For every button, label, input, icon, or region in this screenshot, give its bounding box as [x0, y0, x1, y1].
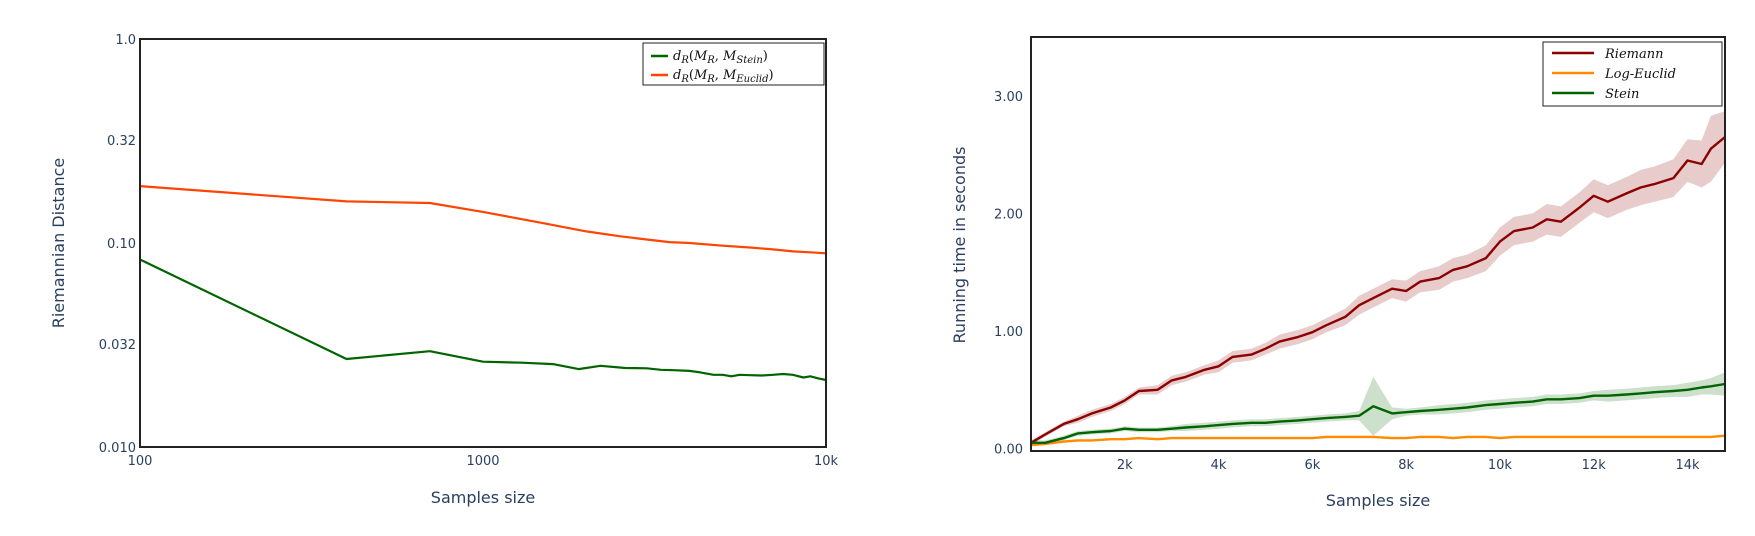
distance-y-axis-title: Riemannian Distance — [49, 158, 68, 329]
legend-label-log-euclid: Log-Euclid — [1604, 67, 1676, 82]
distance-series-line-euclid — [139, 185, 827, 255]
runtime-x-axis-title: Samples size — [1326, 491, 1430, 510]
distance-y-tick-label: 1.0 — [115, 33, 136, 48]
distance-plot-frame — [139, 38, 827, 448]
runtime-y-tick-label: 1.00 — [994, 325, 1023, 340]
runtime-chart: 2k 4k 6k 8k 10k 12k 14k 0.00 1.00 2.00 3.00 Sampl… — [950, 36, 1726, 510]
runtime-x-tick-label: 10k — [1488, 458, 1513, 473]
distance-x-tick-label: 1000 — [466, 454, 499, 469]
runtime-x-tick-label: 2k — [1117, 458, 1133, 473]
distance-y-tick-label: 0.32 — [107, 134, 136, 149]
runtime-y-ticks: 0.00 1.00 2.00 3.00 — [994, 90, 1023, 458]
distance-y-ticks: 0.010 0.032 0.10 0.32 1.0 — [99, 33, 136, 456]
distance-series-line-stein — [139, 258, 827, 382]
runtime-y-tick-label: 3.00 — [994, 90, 1023, 105]
distance-legend-box — [642, 42, 825, 86]
runtime-series-line-riemann — [1030, 136, 1726, 444]
distance-x-tick-label: 100 — [128, 454, 153, 469]
distance-x-tick-label: 10k — [814, 454, 839, 469]
distance-y-tick-label: 0.032 — [99, 338, 136, 353]
runtime-x-tick-label: 14k — [1675, 458, 1700, 473]
runtime-x-tick-label: 6k — [1304, 458, 1320, 473]
runtime-x-tick-label: 4k — [1211, 458, 1227, 473]
runtime-x-tick-label: 8k — [1398, 458, 1414, 473]
distance-chart: 100 1000 10k 0.010 0.032 0.10 0.32 1.0 Samples… — [49, 33, 839, 507]
runtime-y-tick-label: 2.00 — [994, 207, 1023, 222]
distance-y-tick-label: 0.010 — [99, 441, 136, 456]
runtime-plot-area — [1030, 111, 1726, 447]
distance-x-axis-title: Samples size — [431, 488, 535, 507]
distance-legend[interactable]: dR(MR, MStein) dR(MR, MEuclid) — [642, 42, 825, 86]
distance-x-ticks: 100 1000 10k — [128, 454, 839, 469]
legend-label-stein: Stein — [1605, 87, 1639, 102]
legend-label-riemann: Riemann — [1604, 47, 1663, 62]
runtime-series-line-log-euclid — [1030, 434, 1726, 447]
legend-label-euclid-distance: dR(MR, MEuclid) — [673, 68, 774, 85]
runtime-legend[interactable]: Riemann Log-Euclid Stein — [1542, 41, 1723, 107]
legend-label-stein-distance: dR(MR, MStein) — [673, 49, 768, 66]
runtime-y-tick-label: 0.00 — [994, 443, 1023, 458]
runtime-x-tick-label: 12k — [1582, 458, 1607, 473]
runtime-series-line-stein — [1031, 382, 1726, 444]
runtime-y-axis-title: Running time in seconds — [950, 147, 969, 344]
distance-y-tick-label: 0.10 — [107, 237, 136, 252]
runtime-plot-frame — [1030, 36, 1726, 452]
distance-plot-area — [139, 185, 827, 382]
runtime-x-ticks: 2k 4k 6k 8k 10k 12k 14k — [1117, 458, 1700, 473]
